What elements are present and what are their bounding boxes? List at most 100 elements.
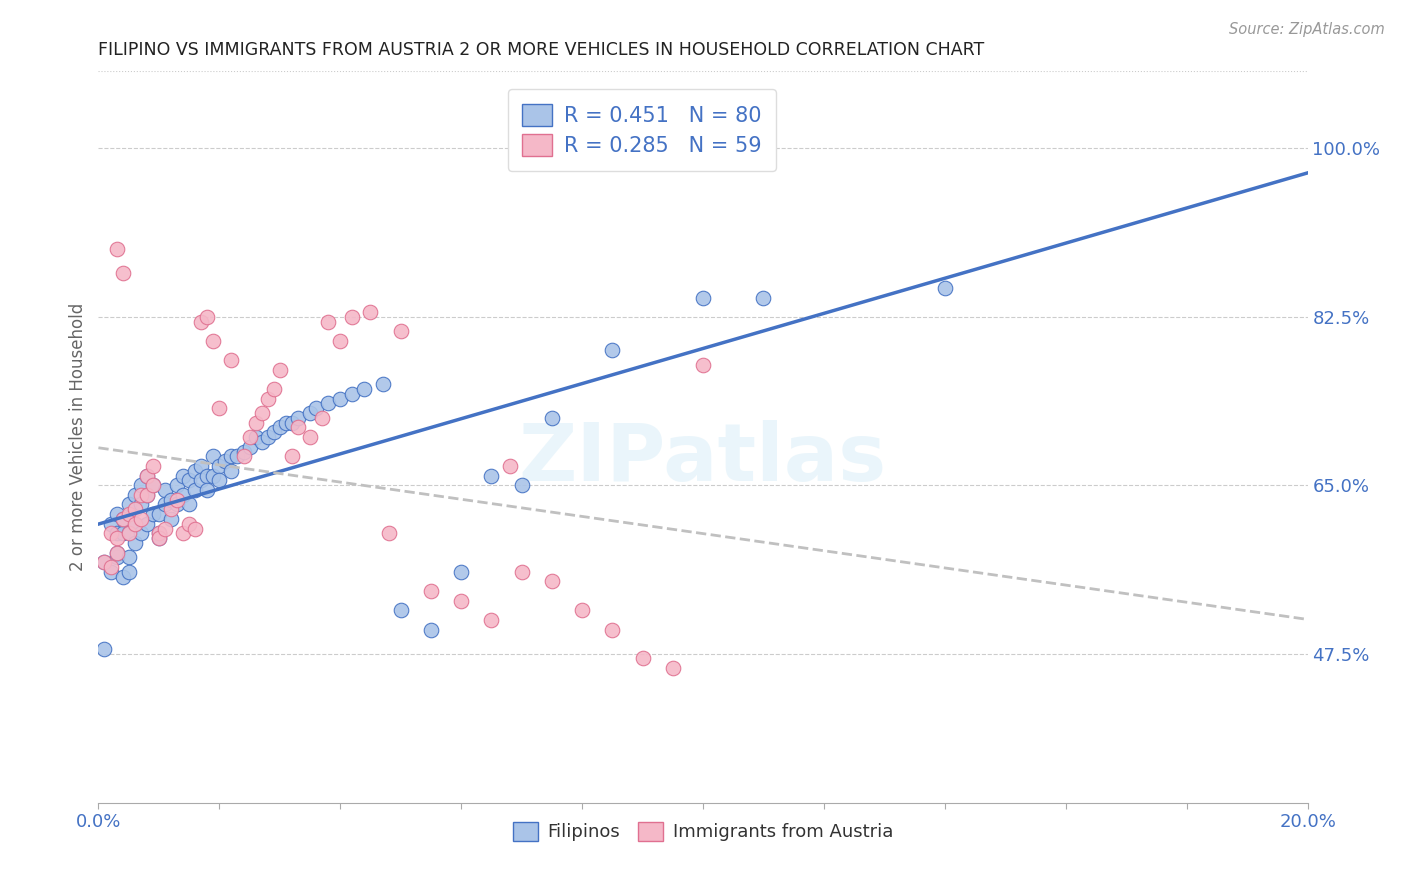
Point (602, 623, 624, 637)
Point (184, 464, 207, 478)
Point (129, 526, 152, 541)
Point (602, 343, 624, 358)
Point (135, 468, 157, 483)
Point (172, 526, 194, 541)
Point (179, 516, 201, 531)
Point (124, 502, 146, 516)
Point (208, 458, 231, 473)
Point (195, 483, 218, 497)
Point (111, 569, 134, 583)
Point (389, 324, 412, 338)
Point (172, 488, 194, 502)
Point (498, 458, 520, 473)
Point (299, 406, 322, 420)
Point (510, 565, 533, 579)
Point (752, 291, 775, 305)
Point (184, 521, 207, 535)
Point (100, 565, 122, 579)
Point (239, 440, 262, 454)
Point (93, 641, 115, 656)
Point (360, 305, 382, 319)
Point (281, 416, 304, 430)
Point (124, 516, 146, 531)
Point (245, 430, 267, 444)
Point (202, 334, 225, 348)
Legend: Filipinos, Immigrants from Austria: Filipinos, Immigrants from Austria (506, 814, 900, 848)
Point (153, 498, 176, 512)
Point (124, 488, 146, 502)
Point (287, 420, 309, 434)
Point (202, 468, 225, 483)
Point (263, 382, 285, 396)
Point (118, 565, 141, 579)
Point (631, 651, 654, 665)
Point (129, 498, 152, 512)
Point (93, 555, 115, 569)
Point (100, 526, 122, 541)
Point (481, 613, 503, 627)
Point (540, 574, 562, 589)
Point (420, 623, 443, 637)
Point (316, 396, 339, 410)
Point (450, 593, 472, 607)
Point (377, 526, 399, 541)
Point (111, 512, 134, 526)
Point (166, 478, 188, 492)
Point (195, 468, 218, 483)
Point (221, 464, 243, 478)
Point (661, 661, 683, 675)
Point (450, 565, 472, 579)
Point (160, 512, 183, 526)
Point (305, 401, 328, 416)
Point (148, 526, 170, 541)
Point (316, 315, 339, 329)
Point (129, 512, 152, 526)
Point (129, 478, 152, 492)
Point (105, 507, 128, 521)
Point (179, 474, 201, 488)
Point (190, 474, 212, 488)
Point (184, 483, 207, 497)
Point (221, 450, 243, 464)
Point (281, 450, 304, 464)
Point (142, 507, 165, 521)
Y-axis label: 2 or more Vehicles in Household: 2 or more Vehicles in Household (69, 303, 87, 571)
Point (371, 377, 394, 392)
Point (232, 450, 254, 464)
Point (329, 334, 352, 348)
Point (105, 545, 128, 559)
Point (105, 531, 128, 545)
Point (129, 488, 152, 502)
Point (256, 392, 278, 406)
Point (190, 458, 212, 473)
Point (342, 310, 364, 324)
Point (148, 526, 170, 541)
Point (208, 401, 231, 416)
Point (221, 353, 243, 368)
Point (256, 430, 278, 444)
Point (287, 410, 309, 425)
Point (160, 492, 183, 507)
Point (389, 603, 412, 617)
Point (142, 478, 165, 492)
Point (269, 362, 291, 376)
Point (166, 498, 188, 512)
Point (105, 550, 128, 565)
Point (250, 406, 273, 420)
Point (172, 468, 194, 483)
Point (118, 507, 141, 521)
Point (148, 531, 170, 545)
Point (118, 550, 141, 565)
Point (263, 425, 285, 440)
Text: FILIPINO VS IMMIGRANTS FROM AUSTRIA 2 OR MORE VEHICLES IN HOUSEHOLD CORRELATION : FILIPINO VS IMMIGRANTS FROM AUSTRIA 2 OR… (98, 41, 984, 59)
Point (342, 386, 364, 401)
Point (135, 516, 157, 531)
Point (124, 516, 146, 531)
Point (135, 468, 157, 483)
Point (311, 410, 333, 425)
Point (105, 545, 128, 559)
Point (195, 310, 218, 324)
Text: ZIPatlas: ZIPatlas (519, 420, 887, 498)
Point (135, 488, 157, 502)
Point (100, 516, 122, 531)
